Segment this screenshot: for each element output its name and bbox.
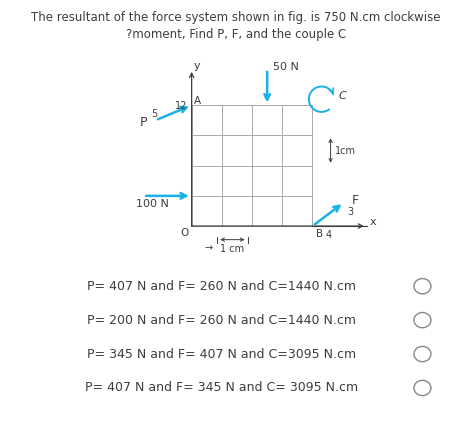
Text: x: x <box>370 217 376 226</box>
Text: 100 N: 100 N <box>136 199 169 209</box>
Text: →: → <box>204 244 212 254</box>
Text: C: C <box>339 91 346 101</box>
Text: y: y <box>194 61 201 71</box>
Text: 3: 3 <box>347 206 353 217</box>
Text: P= 407 N and F= 345 N and C= 3095 N.cm: P= 407 N and F= 345 N and C= 3095 N.cm <box>85 382 358 394</box>
Text: ?moment, Find P, F, and the couple C: ?moment, Find P, F, and the couple C <box>126 28 346 41</box>
Text: 1cm: 1cm <box>335 145 356 156</box>
Text: 4: 4 <box>326 229 332 240</box>
Text: The resultant of the force system shown in fig. is 750 N.cm clockwise: The resultant of the force system shown … <box>31 11 441 24</box>
Text: O: O <box>180 228 188 238</box>
Text: P= 200 N and F= 260 N and C=1440 N.cm: P= 200 N and F= 260 N and C=1440 N.cm <box>87 314 356 326</box>
Text: 5: 5 <box>151 109 157 119</box>
Text: A: A <box>194 96 201 106</box>
Text: B: B <box>316 229 324 239</box>
Text: 1 cm: 1 cm <box>220 244 244 254</box>
Text: 12: 12 <box>175 101 187 111</box>
Text: P= 407 N and F= 260 N and C=1440 N.cm: P= 407 N and F= 260 N and C=1440 N.cm <box>87 280 356 293</box>
Text: 50 N: 50 N <box>273 62 299 73</box>
Text: P: P <box>139 116 147 129</box>
Text: F: F <box>352 195 359 207</box>
Text: P= 345 N and F= 407 N and C=3095 N.cm: P= 345 N and F= 407 N and C=3095 N.cm <box>87 348 356 360</box>
